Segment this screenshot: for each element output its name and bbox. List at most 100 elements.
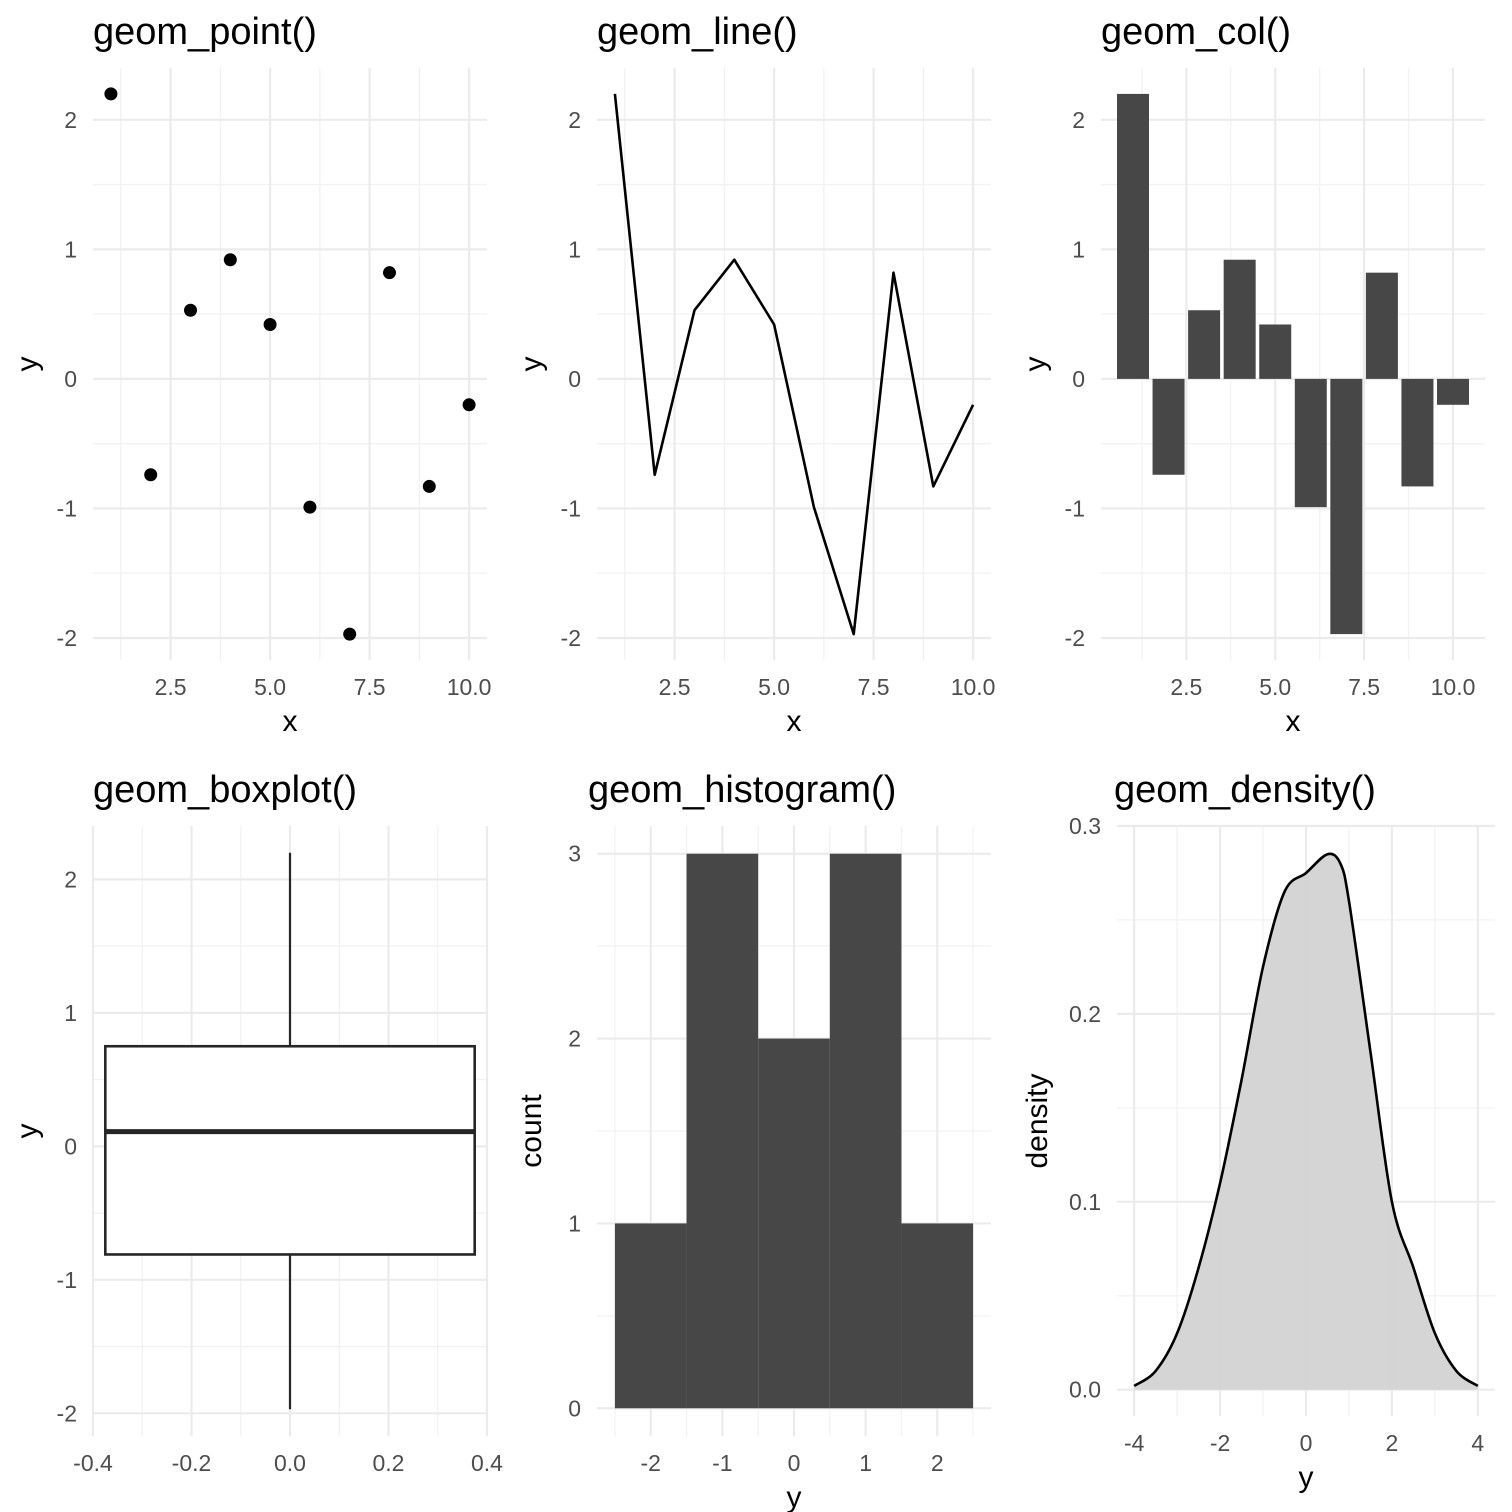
data-point (184, 303, 198, 317)
box (104, 1044, 476, 1256)
panel-2-line: 2.5 5.0 7.5 10.0 -2 -1 0 1 2 geom_line()x y (515, 11, 995, 738)
y-tick-label: 0.1 (1069, 1189, 1101, 1215)
y-tick-label: 0 (64, 366, 77, 392)
panel-6-area: -4 -2 0 2 4 0.0 0.1 0.2 0.3 geom_density()y densit… (1021, 769, 1495, 1494)
bar (1365, 272, 1398, 379)
histogram-bin (614, 1223, 687, 1409)
density-area (1134, 853, 1478, 1390)
x-tick-label: -2 (1210, 1430, 1230, 1456)
x-tick-label: 7.5 (858, 674, 890, 700)
bar (1188, 310, 1221, 379)
density-curve (1133, 852, 1479, 1388)
x-tick-label: 2.5 (155, 674, 187, 700)
bar (1259, 324, 1292, 379)
y-axis-label: density (1021, 1073, 1054, 1168)
x-tick-label: 0.0 (274, 1450, 306, 1476)
histogram-bin (829, 853, 902, 1409)
y-tick-label: -2 (57, 625, 77, 651)
x-tick-label: 10.0 (951, 674, 996, 700)
x-tick-label: 1 (859, 1450, 872, 1476)
y-tick-label: 1 (64, 1000, 77, 1026)
x-tick-label: 0.2 (373, 1450, 405, 1476)
y-tick-label: 1 (568, 236, 581, 262)
x-tick-label: 2.5 (1170, 674, 1202, 700)
y-tick-label: -1 (57, 495, 77, 521)
data-point (223, 253, 237, 267)
x-tick-label: -2 (641, 1450, 661, 1476)
chart-title: geom_histogram() (588, 769, 896, 811)
panel-3-bar: 2.5 5.0 7.5 10.0 -2 -1 0 1 2 geom_col()x y (1019, 11, 1485, 738)
y-axis-label: y (1019, 357, 1052, 372)
x-tick-label: 10.0 (1431, 674, 1476, 700)
bar (1152, 378, 1185, 475)
y-tick-label: 2 (64, 866, 77, 892)
y-tick-label: 1 (1072, 236, 1085, 262)
x-tick-label: -0.4 (73, 1450, 113, 1476)
x-axis-label: x (787, 705, 802, 738)
y-tick-label: 2 (568, 1026, 581, 1052)
y-axis-label: y (515, 357, 548, 372)
y-tick-label: -2 (561, 625, 581, 651)
chart-title: geom_density() (1114, 769, 1376, 811)
x-axis-label: y (787, 1481, 802, 1512)
data-point (382, 266, 396, 280)
y-tick-label: 2 (64, 107, 77, 133)
y-tick-label: 2 (1072, 107, 1085, 133)
panel-5-histogram: -2 -1 0 1 2 0 1 2 3 geom_histogram()y count (515, 769, 991, 1512)
x-tick-label: 10.0 (447, 674, 492, 700)
panel-4-boxplot: -0.4 -0.2 0.0 0.2 0.4 -2 -1 0 1 2 geom_boxplot()y (11, 769, 503, 1476)
data-point (462, 398, 476, 412)
y-tick-label: -1 (561, 495, 581, 521)
y-tick-label: 0.2 (1069, 1001, 1101, 1027)
y-tick-label: 0.3 (1069, 813, 1101, 839)
histogram-bin (901, 1223, 974, 1409)
x-tick-label: 2 (1386, 1430, 1399, 1456)
y-tick-label: -1 (1065, 495, 1085, 521)
x-axis-label: x (283, 705, 298, 738)
y-axis-label: y (11, 1124, 44, 1139)
y-tick-label: 1 (64, 236, 77, 262)
x-tick-label: -1 (712, 1450, 732, 1476)
y-tick-label: 0 (568, 366, 581, 392)
x-tick-label: 0 (788, 1450, 801, 1476)
data-point (303, 500, 317, 514)
histogram-bin (686, 853, 759, 1409)
x-tick-label: -0.2 (172, 1450, 212, 1476)
y-tick-label: 3 (568, 841, 581, 867)
bar (1223, 259, 1256, 379)
bar (1401, 378, 1434, 487)
x-axis-label: y (1299, 1461, 1314, 1494)
x-tick-label: 2 (931, 1450, 944, 1476)
y-tick-label: 1 (568, 1210, 581, 1236)
data-point (104, 87, 118, 101)
y-tick-label: 0 (568, 1395, 581, 1421)
x-tick-label: 4 (1471, 1430, 1484, 1456)
data-point (422, 479, 436, 493)
x-tick-label: -4 (1124, 1430, 1145, 1456)
y-tick-label: 2 (568, 107, 581, 133)
bar (1294, 378, 1327, 508)
y-tick-label: 0.0 (1069, 1377, 1101, 1403)
bar (1437, 378, 1469, 405)
x-tick-label: 0 (1300, 1430, 1313, 1456)
data-point (263, 317, 277, 331)
x-tick-label: 5.0 (1259, 674, 1291, 700)
y-axis-label: y (11, 357, 44, 372)
x-tick-label: 0.4 (471, 1450, 503, 1476)
y-axis-label: count (515, 1094, 548, 1168)
y-tick-label: -2 (57, 1400, 77, 1426)
data-point (343, 627, 357, 641)
histogram-bin (758, 1038, 830, 1409)
y-tick-label: -2 (1065, 625, 1085, 651)
x-tick-label: 5.0 (254, 674, 286, 700)
series-line (613, 93, 975, 636)
x-tick-label: 7.5 (354, 674, 386, 700)
panel-1-scatter: 2.5 5.0 7.5 10.0 -2 -1 0 1 2 geom_point()x y (11, 11, 491, 738)
chart-title: geom_point() (93, 11, 317, 53)
x-tick-label: 5.0 (758, 674, 790, 700)
chart-title: geom_col() (1101, 11, 1291, 53)
chart-title: geom_line() (597, 11, 798, 53)
chart-title: geom_boxplot() (93, 769, 357, 811)
x-tick-label: 7.5 (1348, 674, 1380, 700)
